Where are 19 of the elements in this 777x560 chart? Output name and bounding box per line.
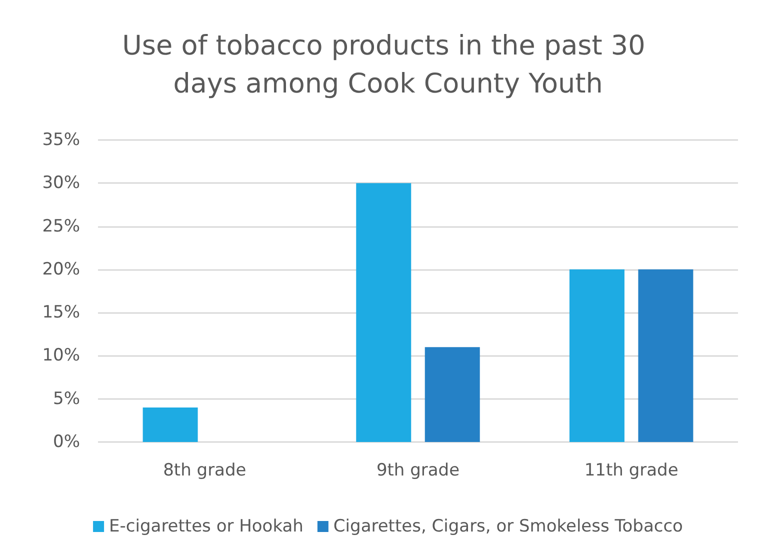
legend-label: E-cigarettes or Hookah: [109, 516, 304, 536]
bar: [424, 347, 480, 442]
bar: [569, 269, 624, 442]
y-tick-label: 20%: [42, 259, 80, 280]
bar: [356, 183, 412, 442]
x-tick-label: 8th grade: [163, 460, 246, 480]
y-tick-label: 30%: [42, 173, 80, 194]
legend-label: Cigarettes, Cigars, or Smokeless Tobacco: [333, 516, 683, 536]
y-tick-label: 5%: [53, 388, 80, 409]
y-tick-label: 25%: [42, 216, 80, 236]
bar: [142, 407, 198, 442]
y-tick-label: 10%: [42, 346, 80, 366]
y-tick-label: 15%: [42, 302, 80, 323]
x-tick-label: 11th grade: [584, 460, 678, 480]
chart-title: Use of tobacco products in the past 30 days among Cook County Youth: [122, 30, 654, 100]
y-tick-label: 35%: [42, 130, 80, 150]
x-tick-label: 9th grade: [376, 460, 460, 480]
bar: [638, 269, 694, 442]
y-tick-label: 0%: [53, 432, 80, 452]
